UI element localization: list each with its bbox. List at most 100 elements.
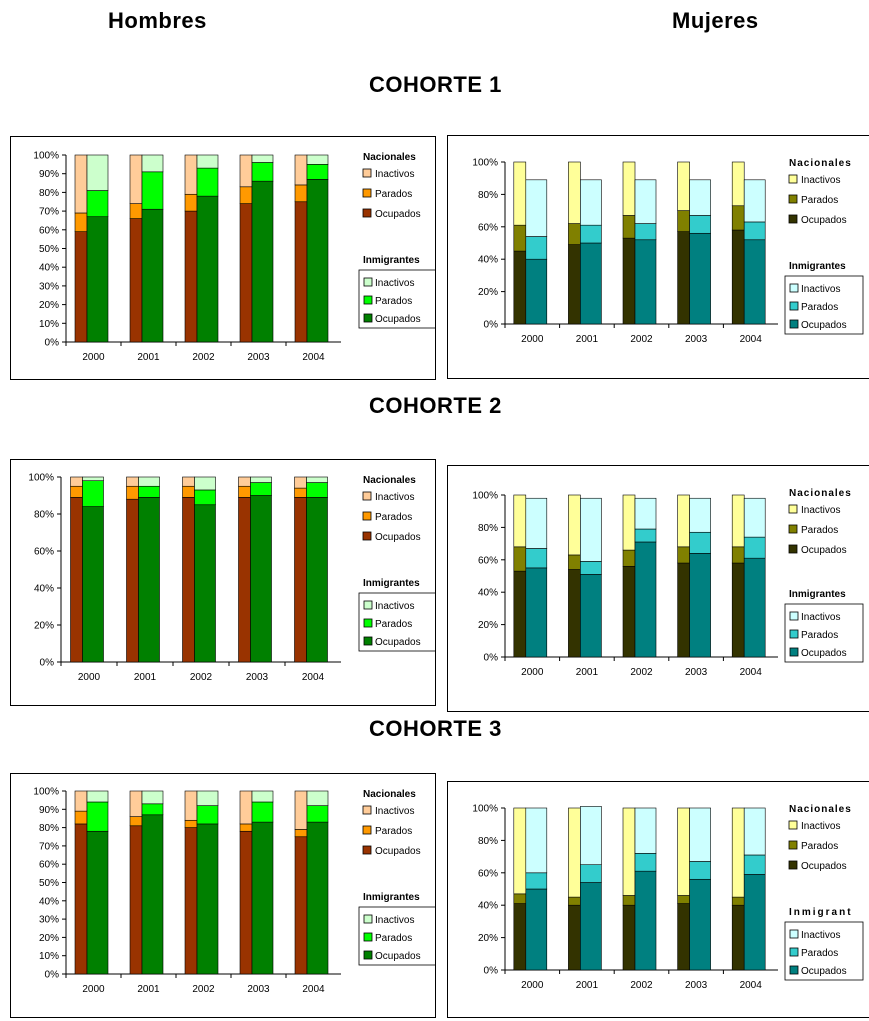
legend-nacionales-item: Inactivos — [801, 821, 840, 832]
bar-nacionales-parados — [294, 829, 308, 838]
x-tick-label: 2004 — [302, 672, 325, 683]
bar-nacionales-inactivos — [568, 807, 581, 898]
legend-inmigrantes-swatch — [789, 301, 799, 311]
bar-inmigrantes-parados — [306, 805, 329, 823]
y-tick-label: 50% — [39, 244, 59, 255]
legend-nacionales-swatch — [788, 194, 798, 204]
y-tick-label: 90% — [39, 805, 59, 816]
y-tick-label: 60% — [34, 547, 54, 558]
bar-inmigrantes-inactivos — [525, 179, 548, 237]
bar-inmigrantes-inactivos — [306, 476, 328, 483]
bar-nacionales-parados — [74, 810, 88, 825]
y-tick-label: 100% — [472, 804, 498, 815]
legend-nacionales-swatch — [362, 845, 372, 855]
bar-inmigrantes-ocupados — [250, 495, 272, 663]
x-tick-label: 2002 — [630, 334, 653, 345]
bar-nacionales-ocupados — [239, 830, 253, 975]
legend-inmigrantes-swatch — [789, 283, 799, 293]
bar-inmigrantes-ocupados — [141, 814, 164, 975]
y-tick-label: 10% — [39, 951, 59, 962]
bar-nacionales-ocupados — [182, 497, 195, 663]
chart-svg: 0% 10% 20% 30% 40% 50% 60% 70% 80% 90% 100% 2000 200… — [33, 151, 435, 363]
bar-nacionales-parados — [513, 224, 527, 252]
bar-nacionales-ocupados — [129, 218, 143, 343]
legend-nacionales-title: Nacionales — [789, 804, 852, 815]
bar-inmigrantes-inactivos — [743, 807, 766, 856]
legend-inmigrantes-swatch — [789, 947, 799, 957]
y-tick-label: 0% — [484, 653, 499, 664]
bar-nacionales-parados — [731, 896, 745, 906]
y-tick-label: 100% — [28, 473, 54, 484]
x-tick-label: 2003 — [685, 334, 708, 345]
legend-inmigrantes-item: Parados — [801, 948, 838, 959]
y-tick-label: 0% — [484, 320, 499, 331]
legend-nacionales-title: Nacionales — [363, 475, 416, 486]
bar-inmigrantes-inactivos — [689, 497, 711, 533]
bar-nacionales-parados — [126, 485, 139, 500]
bar-inmigrantes-ocupados — [86, 830, 109, 975]
bar-nacionales-inactivos — [184, 154, 198, 195]
bar-nacionales-parados — [513, 893, 527, 904]
bar-inmigrantes-inactivos — [251, 790, 274, 803]
legend-inmigrantes-item: Inactivos — [801, 930, 840, 941]
bar-inmigrantes-parados — [580, 561, 602, 575]
bar-nacionales-ocupados — [184, 827, 198, 975]
legend-inmigrantes-item: Ocupados — [375, 314, 421, 325]
legend-inmigrantes-swatch — [789, 629, 799, 639]
bar-inmigrantes-inactivos — [82, 476, 104, 482]
y-tick-label: 100% — [472, 491, 498, 502]
bar-nacionales-parados — [622, 215, 636, 239]
bar-inmigrantes-ocupados — [251, 180, 274, 343]
y-tick-label: 0% — [40, 658, 55, 669]
x-tick-label: 2000 — [82, 984, 105, 995]
bar-nacionales-ocupados — [513, 250, 527, 325]
legend-nacionales-swatch — [362, 491, 372, 501]
legend-inmigrantes-swatch — [363, 600, 373, 610]
legend-inmigrantes-item: Ocupados — [801, 320, 847, 331]
y-tick-label: 20% — [39, 933, 59, 944]
legend-nacionales-swatch — [788, 504, 798, 514]
chart-panel-men-cohort-1: 0% 10% 20% 30% 40% 50% 60% 70% 80% 90% 100% 2000 200… — [10, 136, 436, 380]
bar-nacionales-inactivos — [70, 476, 83, 487]
bar-inmigrantes-inactivos — [141, 154, 164, 173]
bar-inmigrantes-parados — [86, 190, 109, 218]
y-tick-label: 30% — [39, 281, 59, 292]
legend-inmigrantes-item: Parados — [375, 296, 412, 307]
x-tick-label: 2004 — [302, 984, 325, 995]
legend-inmigrantes-swatch — [363, 932, 373, 942]
x-tick-label: 2004 — [740, 334, 763, 345]
y-tick-label: 20% — [478, 933, 498, 944]
bar-inmigrantes-parados — [196, 167, 219, 197]
bar-nacionales-parados — [622, 549, 636, 567]
bar-inmigrantes-inactivos — [743, 497, 766, 538]
bar-inmigrantes-parados — [743, 221, 766, 241]
legend-inmigrantes-item: Inactivos — [801, 284, 840, 295]
y-tick-label: 40% — [478, 588, 498, 599]
x-tick-label: 2000 — [78, 672, 101, 683]
legend-inmigrantes-swatch — [363, 618, 373, 628]
legend-nacionales-swatch — [788, 820, 798, 830]
bar-inmigrantes-ocupados — [634, 541, 657, 658]
y-tick-label: 80% — [39, 823, 59, 834]
legend-nacionales-swatch — [362, 825, 372, 835]
bar-inmigrantes-ocupados — [525, 567, 548, 658]
bar-nacionales-inactivos — [677, 161, 690, 211]
bar-inmigrantes-inactivos — [86, 154, 109, 191]
bar-nacionales-inactivos — [129, 154, 143, 204]
chart-svg: 0% 20% 40% 60% 80% 100% 2000 2001 2002 2003 2004 Na… — [472, 158, 864, 345]
bar-nacionales-ocupados — [513, 903, 527, 971]
bar-inmigrantes-parados — [525, 872, 548, 890]
x-tick-label: 2001 — [576, 980, 599, 991]
legend-nacionales-item: Parados — [375, 512, 412, 523]
bar-nacionales-ocupados — [239, 203, 253, 343]
legend-nacionales-item: Inactivos — [375, 169, 414, 180]
bar-nacionales-inactivos — [731, 161, 745, 207]
x-tick-label: 2003 — [246, 672, 269, 683]
legend-nacionales-item: Parados — [801, 195, 838, 206]
bar-nacionales-inactivos — [513, 161, 527, 226]
bar-nacionales-inactivos — [239, 154, 253, 188]
bar-inmigrantes-inactivos — [194, 476, 216, 491]
bar-nacionales-inactivos — [622, 161, 636, 216]
bar-nacionales-parados — [294, 184, 308, 203]
bar-inmigrantes-inactivos — [196, 154, 219, 169]
